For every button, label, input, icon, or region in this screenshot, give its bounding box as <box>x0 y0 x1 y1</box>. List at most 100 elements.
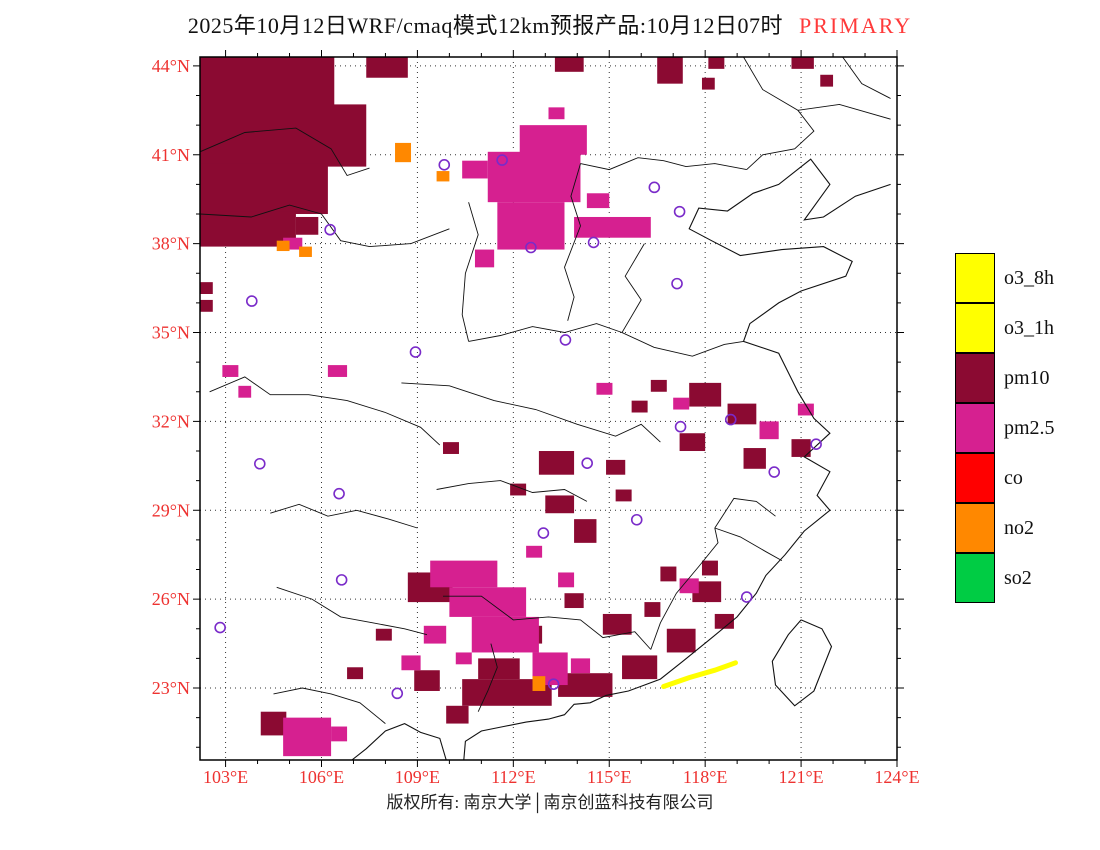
patch-pm25 <box>462 160 488 179</box>
patch-pm10 <box>602 613 632 635</box>
patch-pm10 <box>666 628 696 653</box>
patch-pm10 <box>701 560 718 576</box>
city-marker <box>245 295 258 307</box>
legend-item-so2: so2 <box>955 552 1055 603</box>
patch-pm25 <box>430 560 498 588</box>
city-marker <box>587 236 600 249</box>
patch-pm10 <box>650 379 667 392</box>
lat-label: 41°N <box>152 145 190 165</box>
patch-pm10 <box>347 667 364 680</box>
patch-pm25 <box>679 578 699 594</box>
patch-pm25 <box>449 587 527 617</box>
city-marker <box>438 159 451 171</box>
patch-pm25 <box>586 193 610 209</box>
legend-swatch-o3_1h <box>955 302 995 353</box>
city-marker <box>253 457 266 470</box>
patch-pm25 <box>548 107 565 120</box>
patch-pm10 <box>679 433 706 452</box>
patch-pm10 <box>622 655 658 680</box>
patch-pm10 <box>200 282 213 294</box>
lat-label: 35°N <box>152 323 190 343</box>
patch-pm10 <box>701 77 715 90</box>
city-marker <box>409 346 422 358</box>
patch-pm10 <box>200 299 213 312</box>
patch-pm25 <box>487 151 581 203</box>
legend-item-o3_1h: o3_1h <box>955 302 1055 353</box>
patch-pm10 <box>574 519 597 543</box>
patch-pm10 <box>820 74 834 87</box>
city-marker <box>630 513 643 526</box>
patch-pm10 <box>538 451 575 475</box>
legend-item-no2: no2 <box>955 502 1055 553</box>
province-boundary <box>401 382 661 443</box>
province-boundary <box>443 595 652 650</box>
legend-label: pm2.5 <box>1004 416 1055 439</box>
patch-pm25 <box>222 365 239 377</box>
title-text: 2025年10月12日WRF/cmaq模式12km预报产品:10月12日07时 <box>187 13 784 38</box>
patch-pm10 <box>791 439 811 457</box>
patch-pm10 <box>564 593 584 609</box>
coastline <box>351 722 447 760</box>
patch-no2 <box>532 676 546 691</box>
city-marker <box>547 678 560 690</box>
province-boundary <box>468 323 623 342</box>
legend-label: o3_8h <box>1004 266 1054 289</box>
patch-pm25 <box>327 365 348 377</box>
lon-label: 109°E <box>395 767 440 787</box>
patch-pm25 <box>570 658 591 674</box>
lon-label: 106°E <box>299 767 344 787</box>
patch-pm25 <box>759 421 779 440</box>
province-boundary <box>746 110 815 170</box>
patch-pm10 <box>657 57 683 84</box>
patch-pm10 <box>295 216 319 235</box>
patch-pm25 <box>673 397 690 410</box>
patch-pm10 <box>510 483 527 496</box>
lon-label: 115°E <box>587 767 632 787</box>
patch-pm25 <box>519 125 587 155</box>
patch-pm10 <box>692 581 722 603</box>
city-marker <box>525 241 537 254</box>
city-marker <box>333 487 345 500</box>
city-marker <box>391 687 404 700</box>
patch-pm10 <box>414 670 440 691</box>
province-boundary <box>621 243 744 357</box>
province-boundary <box>209 376 441 446</box>
patch-pm10 <box>558 673 613 697</box>
patch-pm25 <box>526 545 543 558</box>
legend-item-pm25: pm2.5 <box>955 402 1055 453</box>
city-marker <box>768 466 781 478</box>
province-boundary <box>564 163 581 321</box>
patch-pm10 <box>727 403 757 425</box>
map-layers <box>200 57 897 760</box>
lat-label: 23°N <box>152 678 190 698</box>
lat-label: 44°N <box>152 56 190 76</box>
legend-label: so2 <box>1004 566 1032 589</box>
o3-track <box>661 660 738 689</box>
city-marker <box>324 223 336 236</box>
city-marker <box>810 438 822 450</box>
lon-label: 103°E <box>203 767 248 787</box>
patch-pm10 <box>366 57 408 78</box>
patch-pm25 <box>596 382 613 395</box>
title-tag: PRIMARY <box>799 13 913 38</box>
map-frame <box>199 56 898 761</box>
patch-pm25 <box>474 249 495 268</box>
lon-label: 124°E <box>874 767 919 787</box>
city-marker <box>674 420 687 433</box>
patch-pm10 <box>375 628 392 641</box>
patch-pm25 <box>455 652 472 665</box>
patch-pm25 <box>471 616 539 653</box>
province-boundary <box>650 527 719 650</box>
city-marker <box>559 334 572 346</box>
page-title: 2025年10月12日WRF/cmaq模式12km预报产品:10月12日07时 P… <box>0 8 1100 40</box>
patch-pm10 <box>442 442 459 454</box>
patch-pm25 <box>558 572 575 588</box>
patch-no2 <box>299 246 312 257</box>
province-boundary <box>714 527 783 561</box>
city-marker <box>537 527 550 539</box>
patch-pm10 <box>743 448 766 469</box>
city-marker <box>724 413 737 426</box>
patch-pm25 <box>238 385 252 398</box>
patch-pm10 <box>478 658 520 680</box>
